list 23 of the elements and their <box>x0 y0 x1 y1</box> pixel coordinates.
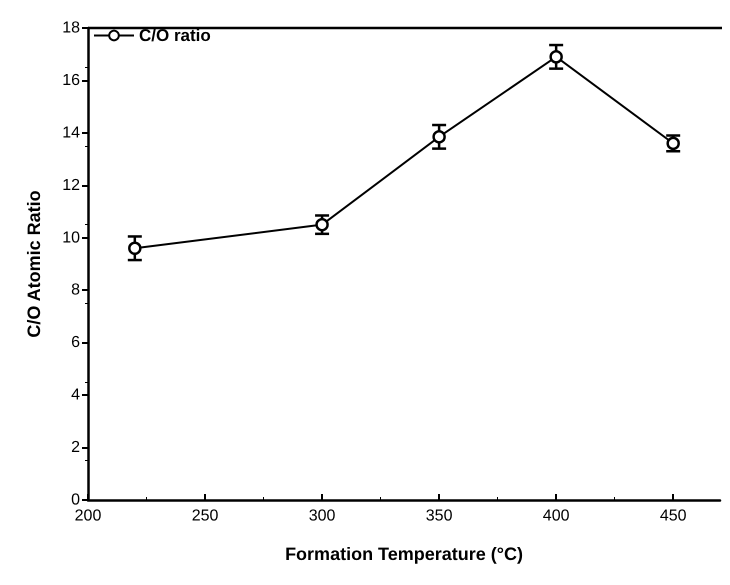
x-axis-title: Formation Temperature (°C) <box>285 544 523 564</box>
x-tick-label: 450 <box>660 508 687 524</box>
y-tick-label: 18 <box>62 20 80 36</box>
y-tick-label: 12 <box>62 176 80 194</box>
legend-label: C/O ratio <box>139 26 211 45</box>
y-tick-label: 14 <box>62 124 80 142</box>
x-tick-label: 300 <box>308 508 336 524</box>
y-tick-label: 10 <box>62 229 80 246</box>
x-tick-label: 400 <box>542 508 570 524</box>
x-tick-label: 250 <box>192 508 218 524</box>
point <box>549 50 563 64</box>
point <box>128 242 142 256</box>
point <box>315 218 329 232</box>
y-tick-label: 0 <box>71 492 80 508</box>
y-axis-title: C/O Atomic Ratio <box>24 190 44 338</box>
y-tick-label: 8 <box>71 282 80 299</box>
y-tick-label: 6 <box>71 334 80 352</box>
y-tick-label: 4 <box>71 386 80 404</box>
x-tick-label: 350 <box>426 508 453 524</box>
x-tick-label: 200 <box>74 508 102 524</box>
point <box>432 130 446 144</box>
y-tick-label: 2 <box>71 439 80 456</box>
y-tick-label: 16 <box>62 72 80 89</box>
